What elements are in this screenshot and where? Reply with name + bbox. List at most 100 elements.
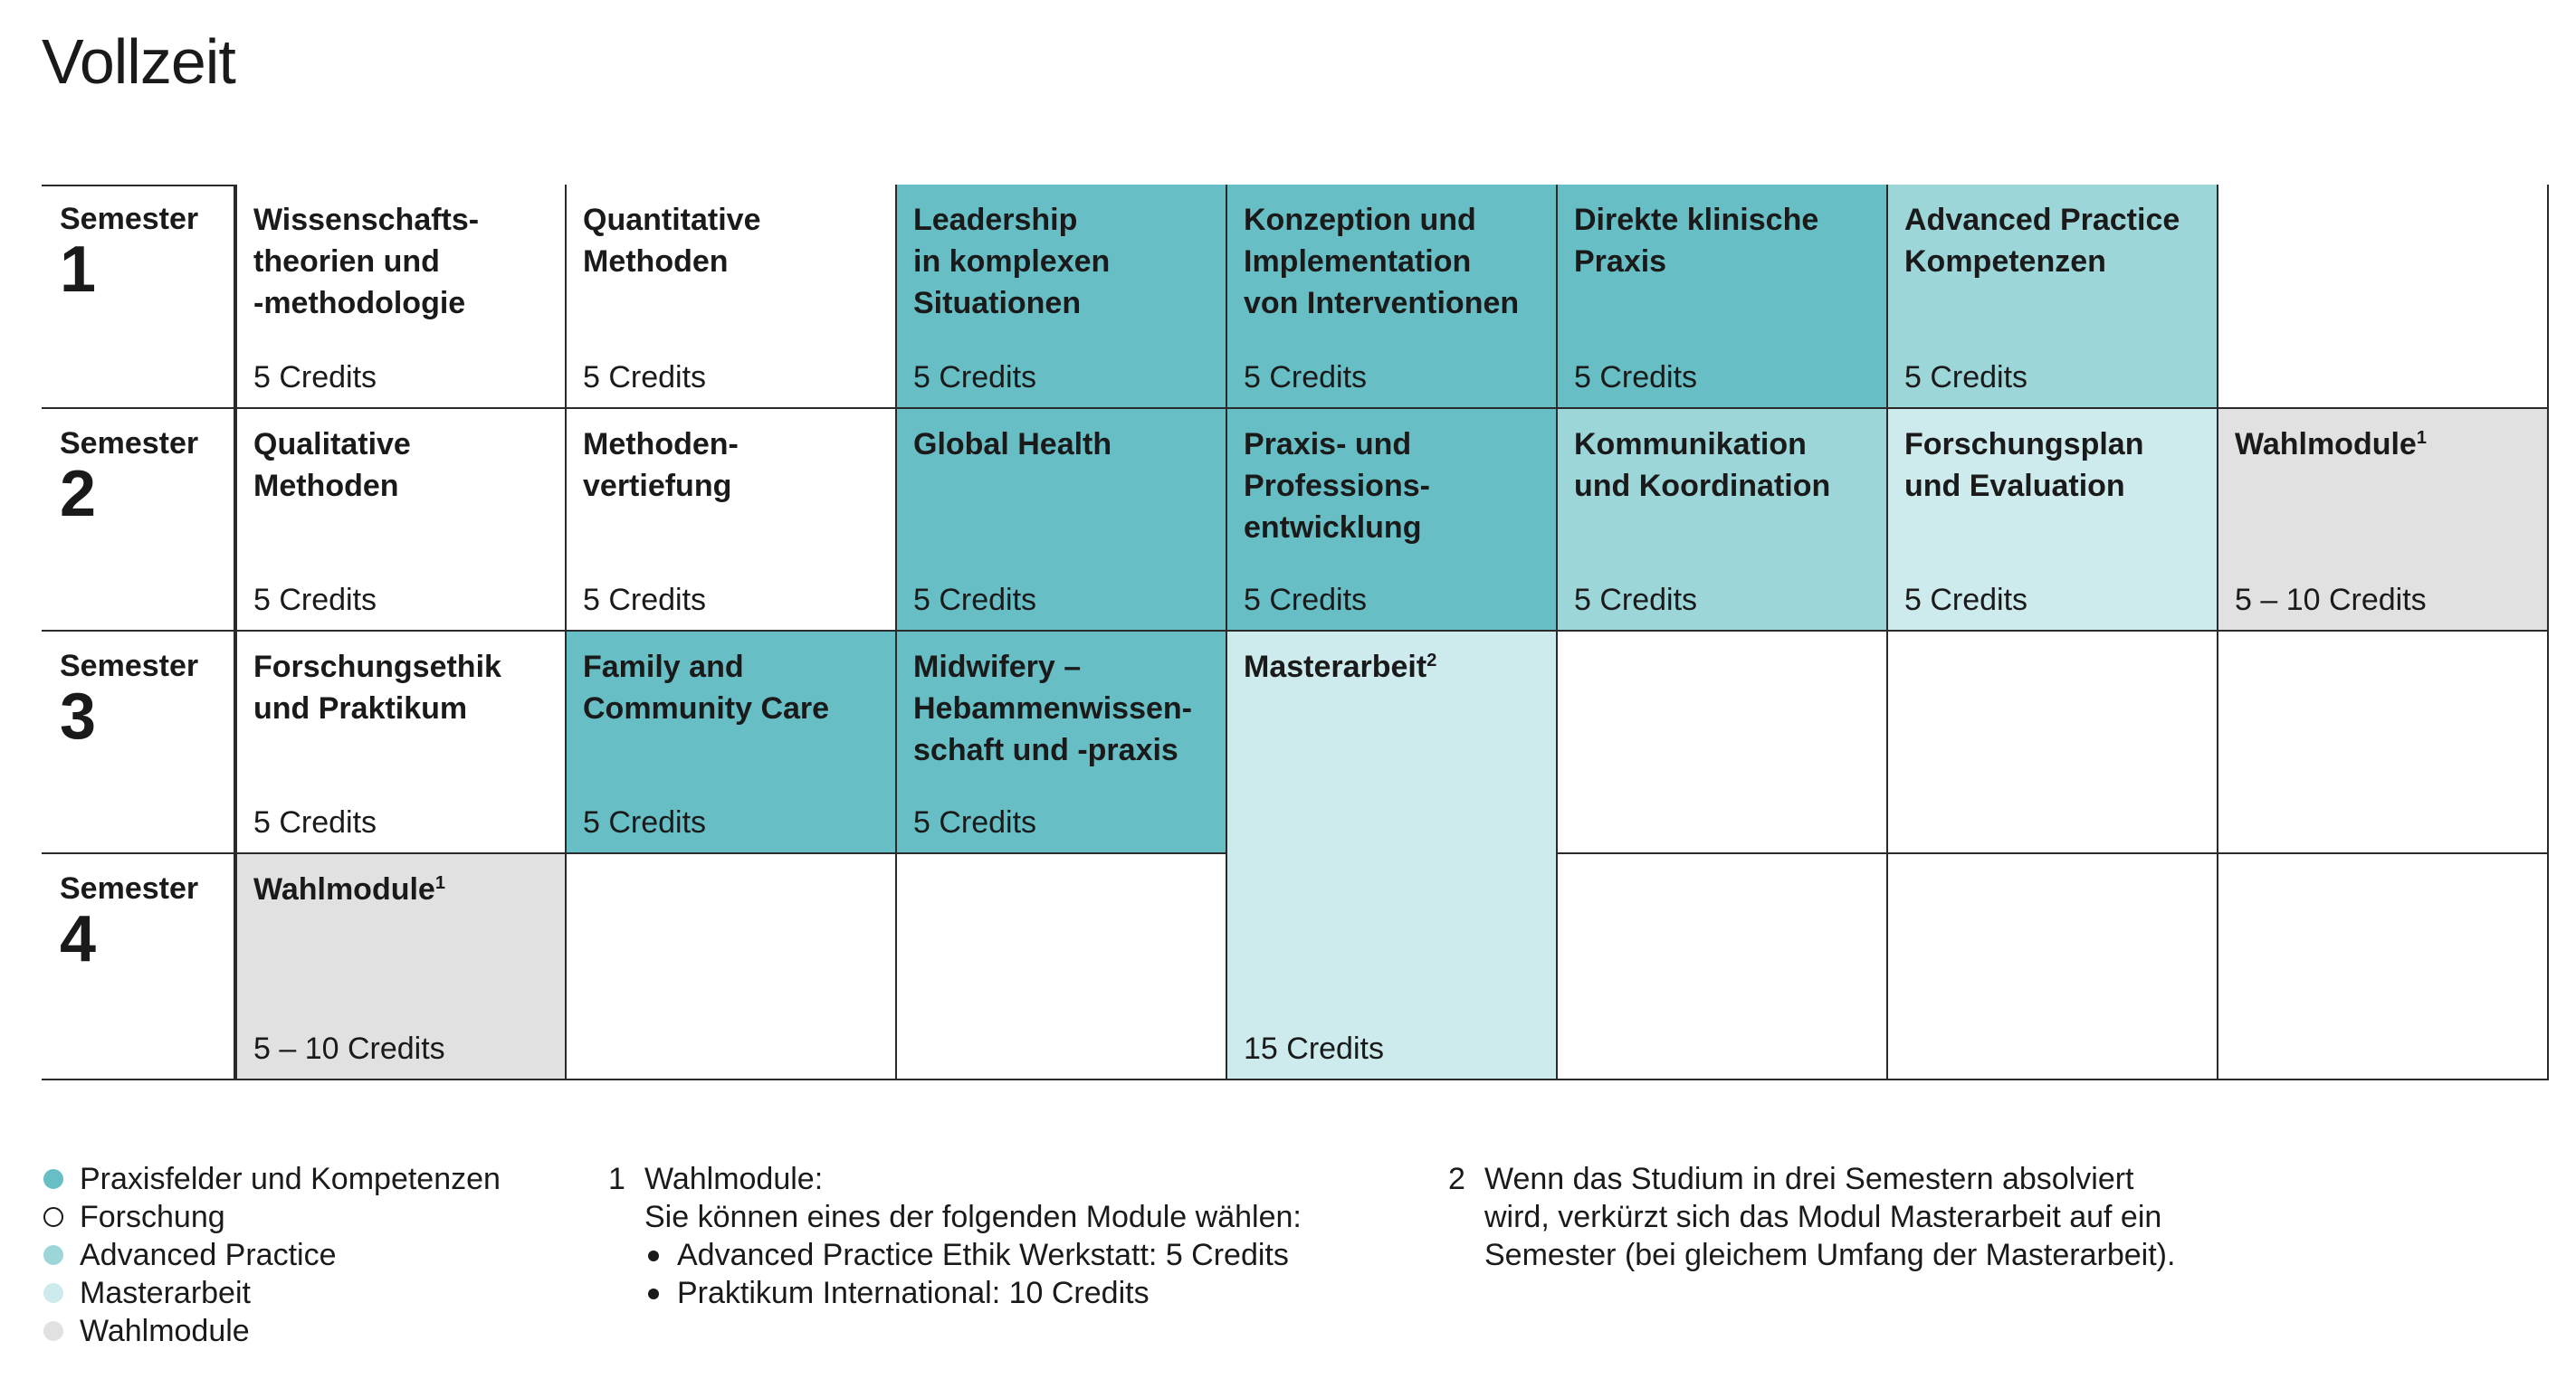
- dot-icon: [43, 1283, 63, 1303]
- module-title: Midwifery – Hebammenwissen- schaft und -…: [913, 650, 1192, 767]
- module-title: Methoden- vertiefung: [583, 427, 739, 503]
- empty-cell: [897, 854, 1227, 1080]
- module-credits: 5 Credits: [253, 360, 377, 395]
- page-title: Vollzeit: [42, 26, 236, 97]
- module-title: Konzeption und Implementation von Interv…: [1244, 203, 1520, 320]
- module-title: Wahlmodule1: [2235, 423, 2538, 465]
- module-title: Wahlmodule1: [253, 869, 556, 910]
- module-cell: Global Health 5 Credits: [897, 409, 1227, 632]
- dot-icon: [43, 1321, 63, 1341]
- module-credits: 5 Credits: [583, 583, 707, 618]
- semester-number: 4: [60, 903, 97, 975]
- module-title: Masterarbeit2: [1244, 646, 1547, 688]
- module-cell: Wissenschafts- theorien und -methodologi…: [235, 185, 567, 409]
- module-title: Kommunikation und Koordination: [1574, 427, 1831, 503]
- footnote-number: 1: [608, 1162, 625, 1196]
- semester-2-header: Semester 2: [42, 409, 235, 632]
- module-title: Leadership in komplexen Situationen: [913, 203, 1111, 320]
- legend-item: Forschung: [42, 1198, 501, 1236]
- module-title: Forschungsplan und Evaluation: [1904, 427, 2144, 503]
- empty-cell: [1558, 632, 1888, 854]
- module-title: Family and Community Care: [583, 650, 830, 726]
- semester-number: 2: [60, 458, 97, 530]
- module-cell: Quantitative Methoden 5 Credits: [567, 185, 897, 409]
- module-credits: 5 Credits: [913, 805, 1037, 841]
- module-credits: 5 Credits: [1574, 360, 1698, 395]
- empty-cell: [567, 854, 897, 1080]
- legend-label: Forschung: [80, 1200, 225, 1234]
- empty-cell: [1558, 854, 1888, 1080]
- module-cell: Direkte klinische Praxis 5 Credits: [1558, 185, 1888, 409]
- legend-item: Praxisfelder und Kompetenzen: [42, 1160, 501, 1198]
- curriculum-grid: Semester 1 Semester 2 Semester 3 Semeste…: [42, 185, 2549, 1080]
- footnote-marker: 2: [1426, 651, 1437, 670]
- masterarbeit-cell: Masterarbeit2 15 Credits: [1227, 632, 1558, 1080]
- module-cell: Family and Community Care 5 Credits: [567, 632, 897, 854]
- legend-item: Advanced Practice: [42, 1236, 501, 1274]
- module-credits: 5 Credits: [1244, 360, 1368, 395]
- module-cell: Konzeption und Implementation von Interv…: [1227, 185, 1558, 409]
- module-title: Global Health: [913, 427, 1112, 461]
- legend: Praxisfelder und Kompetenzen Forschung A…: [42, 1160, 501, 1350]
- module-title-text: Wahlmodule: [2235, 427, 2417, 461]
- module-title: Wissenschafts- theorien und -methodologi…: [253, 203, 480, 320]
- module-credits: 5 Credits: [1904, 360, 2028, 395]
- semester-label: Semester: [60, 202, 199, 236]
- module-credits: 5 Credits: [253, 583, 377, 618]
- semester-1-header: Semester 1: [42, 185, 235, 409]
- module-cell: Midwifery – Hebammenwissen- schaft und -…: [897, 632, 1227, 854]
- module-credits: 5 Credits: [913, 360, 1037, 395]
- footnote-line: Wahlmodule:: [644, 1162, 824, 1196]
- legend-label: Advanced Practice: [80, 1238, 337, 1272]
- dot-icon: [43, 1207, 63, 1227]
- semester-3-header: Semester 3: [42, 632, 235, 854]
- module-credits: 5 Credits: [583, 805, 707, 841]
- dot-icon: [43, 1245, 63, 1265]
- empty-cell: [2218, 632, 2549, 854]
- semester-number: 3: [60, 680, 97, 753]
- footnote-marker: 1: [434, 873, 445, 893]
- module-title: Advanced Practice Kompetenzen: [1904, 203, 2180, 279]
- footnote-bullet: Advanced Practice Ethik Werkstatt: 5 Cre…: [644, 1236, 1302, 1274]
- dot-icon: [43, 1169, 63, 1189]
- footnote-line: Wenn das Studium in drei Semestern absol…: [1484, 1162, 2134, 1196]
- empty-cell: [1888, 632, 2218, 854]
- module-title: Quantitative Methoden: [583, 203, 761, 279]
- semester-label: Semester: [60, 871, 199, 906]
- module-cell: Methoden- vertiefung 5 Credits: [567, 409, 897, 632]
- module-cell: Advanced Practice Kompetenzen 5 Credits: [1888, 185, 2218, 409]
- empty-cell: [2218, 185, 2549, 409]
- module-credits: 5 – 10 Credits: [253, 1032, 445, 1067]
- empty-cell: [1888, 854, 2218, 1080]
- footnote-bullet: Praktikum International: 10 Credits: [644, 1274, 1302, 1312]
- footnote-line: wird, verkürzt sich das Modul Masterarbe…: [1484, 1200, 2162, 1234]
- footnote-line: Semester (bei gleichem Umfang der Master…: [1484, 1238, 2176, 1272]
- footnote-body: Wenn das Studium in drei Semestern absol…: [1484, 1160, 2175, 1274]
- module-credits: 5 Credits: [913, 583, 1037, 618]
- module-credits: 5 Credits: [583, 360, 707, 395]
- module-cell: Wahlmodule1 5 – 10 Credits: [2218, 409, 2549, 632]
- semester-4-header: Semester 4: [42, 854, 235, 1080]
- module-credits: 5 Credits: [1904, 583, 2028, 618]
- module-credits: 5 Credits: [253, 805, 377, 841]
- footnote-body: Wahlmodule: Sie können eines der folgend…: [644, 1160, 1302, 1312]
- legend-label: Wahlmodule: [80, 1314, 250, 1348]
- module-title: Qualitative Methoden: [253, 427, 411, 503]
- footnote-number: 2: [1448, 1162, 1465, 1196]
- module-title-text: Wahlmodule: [253, 872, 435, 907]
- module-cell: Kommunikation und Koordination 5 Credits: [1558, 409, 1888, 632]
- module-cell: Forschungsplan und Evaluation 5 Credits: [1888, 409, 2218, 632]
- module-cell: Qualitative Methoden 5 Credits: [235, 409, 567, 632]
- module-credits: 5 – 10 Credits: [2235, 583, 2427, 618]
- module-credits: 5 Credits: [1574, 583, 1698, 618]
- legend-label: Praxisfelder und Kompetenzen: [80, 1162, 501, 1196]
- module-title: Direkte klinische Praxis: [1574, 203, 1819, 279]
- module-credits: 5 Credits: [1244, 583, 1368, 618]
- legend-item: Masterarbeit: [42, 1274, 501, 1312]
- module-credits: 15 Credits: [1244, 1032, 1384, 1067]
- semester-label: Semester: [60, 426, 199, 461]
- module-title: Forschungsethik und Praktikum: [253, 650, 501, 726]
- module-title: Praxis- und Professions- entwicklung: [1244, 427, 1430, 545]
- empty-cell: [2218, 854, 2549, 1080]
- module-cell: Praxis- und Professions- entwicklung 5 C…: [1227, 409, 1558, 632]
